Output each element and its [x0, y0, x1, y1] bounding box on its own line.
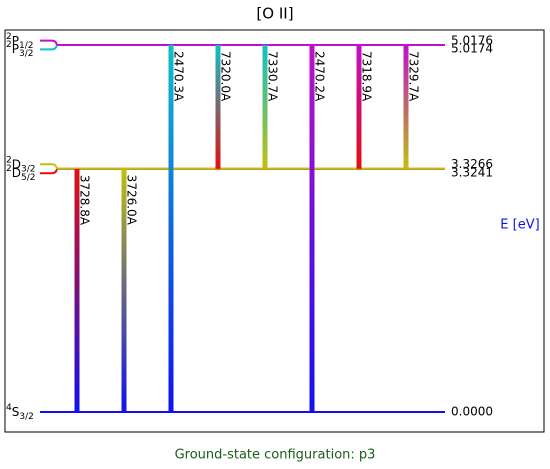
level-energy: 3.3241 — [451, 165, 493, 179]
level-term: D — [12, 165, 21, 179]
level-label: 2P1/2 — [6, 32, 33, 51]
transition — [356, 45, 362, 169]
level-hook — [40, 39, 58, 46]
transition — [403, 45, 409, 169]
level-mult: 2 — [6, 40, 12, 50]
level-j: 3/2 — [19, 49, 33, 59]
wavelength-label: 7318.9A — [360, 51, 374, 102]
chart-title: [O II] — [256, 5, 293, 23]
level-energy: 3.3266 — [451, 157, 493, 171]
level-label: 2D3/2 — [6, 155, 35, 174]
level-term: D — [12, 157, 21, 171]
level-j: 1/2 — [19, 41, 33, 51]
level-j: 5/2 — [21, 172, 35, 182]
transition — [309, 45, 315, 412]
level-label: 4S3/2 — [6, 403, 34, 422]
wavelength-label: 7329.7A — [407, 51, 421, 102]
wavelength-label: 3726.0A — [125, 175, 139, 226]
transition — [262, 45, 268, 169]
level-j: 3/2 — [21, 164, 35, 174]
wavelength-label: 2470.2A — [313, 51, 327, 102]
level-term: S — [12, 405, 20, 419]
transition — [215, 45, 221, 169]
level-energy: 5.0174 — [451, 42, 493, 56]
level-hook — [40, 163, 58, 169]
level-hook — [40, 168, 58, 175]
transition — [74, 168, 80, 412]
level-energy: 5.0176 — [451, 34, 493, 48]
wavelength-label: 3728.8A — [78, 175, 92, 226]
level-label: 2P3/2 — [6, 40, 33, 59]
level-mult: 2 — [6, 163, 12, 173]
level-j: 3/2 — [19, 412, 33, 422]
level-mult: 2 — [6, 155, 12, 165]
level-energy: 0.0000 — [451, 405, 493, 419]
level-mult: 4 — [6, 403, 12, 413]
level-term: P — [12, 42, 19, 56]
level-label: 2D5/2 — [6, 163, 35, 182]
wavelength-label: 7330.7A — [266, 51, 280, 102]
frame — [4, 29, 545, 433]
level-hook — [40, 44, 58, 51]
wavelength-label: 2470.3A — [172, 51, 186, 102]
y-axis-label: E [eV] — [500, 218, 539, 233]
transition — [121, 168, 127, 412]
footer: Ground-state configuration: p3 — [175, 448, 376, 463]
level-term: P — [12, 34, 19, 48]
wavelength-label: 7320.0A — [219, 51, 233, 102]
transition — [168, 45, 174, 413]
level-mult: 2 — [6, 32, 12, 42]
